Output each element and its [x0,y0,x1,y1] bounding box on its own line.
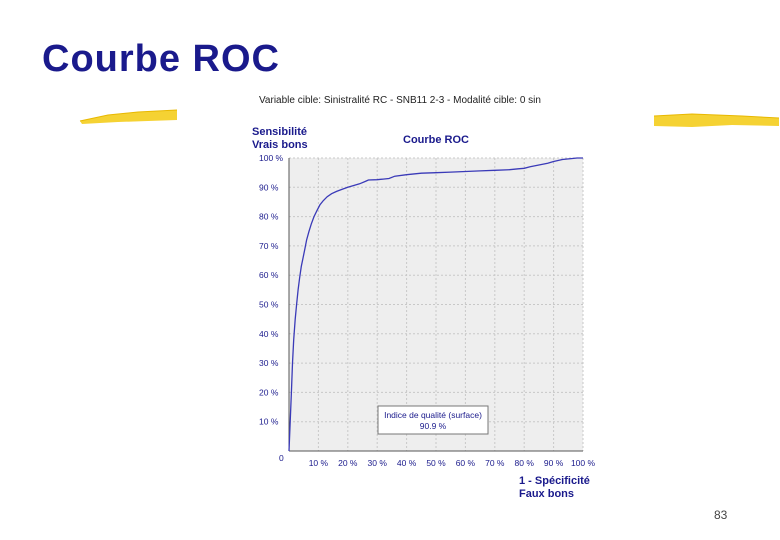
origin-label: 0 [279,453,284,463]
x-tick-label: 10 % [309,458,329,468]
y-tick-label: 40 % [259,329,279,339]
y-tick-label: 90 % [259,182,279,192]
x-tick-label: 20 % [338,458,358,468]
y-axis-label-line1: Sensibilité [252,126,308,138]
y-tick-label: 20 % [259,387,279,397]
x-axis-label-line2: Faux bons [519,488,575,500]
y-tick-label: 60 % [259,270,279,280]
x-tick-label: 30 % [368,458,388,468]
x-tick-label: 90 % [544,458,564,468]
x-tick-label: 100 % [571,458,596,468]
x-tick-label: 80 % [515,458,535,468]
annotation-value: 90.9 % [420,421,447,431]
x-tick-label: 70 % [485,458,505,468]
annotation-box [377,405,489,435]
y-tick-label: 100 % [259,153,284,163]
x-tick-label: 40 % [397,458,417,468]
x-tick-label: 60 % [456,458,476,468]
roc-figure: Variable cible: Sinistralité RC - SNB11 … [243,90,613,510]
chart-title: Courbe ROC [403,134,469,146]
y-tick-label: 80 % [259,212,279,222]
y-tick-label: 10 % [259,417,279,427]
y-axis-label-line2: Vrais bons [252,139,308,151]
decorative-brush-stroke-right [653,113,780,127]
decorative-brush-stroke-left [79,109,178,124]
roc-curve-line [288,157,583,452]
x-axis-label-line1: 1 - Spécificité [519,475,590,487]
y-tick-label: 50 % [259,300,279,310]
y-tick-label: 70 % [259,241,279,251]
page-number: 83 [714,508,728,522]
slide-title: Courbe ROC [42,38,280,80]
roc-chart: 10 % 20 % 30 % 40 % 50 % 60 % 70 % 80 % 90 % 100 … [259,153,596,468]
chart-subtitle: Variable cible: Sinistralité RC - SNB11 … [259,95,541,106]
annotation-label: Indice de qualité (surface) [384,410,482,420]
y-tick-label: 30 % [259,358,279,368]
x-tick-label: 50 % [426,458,446,468]
